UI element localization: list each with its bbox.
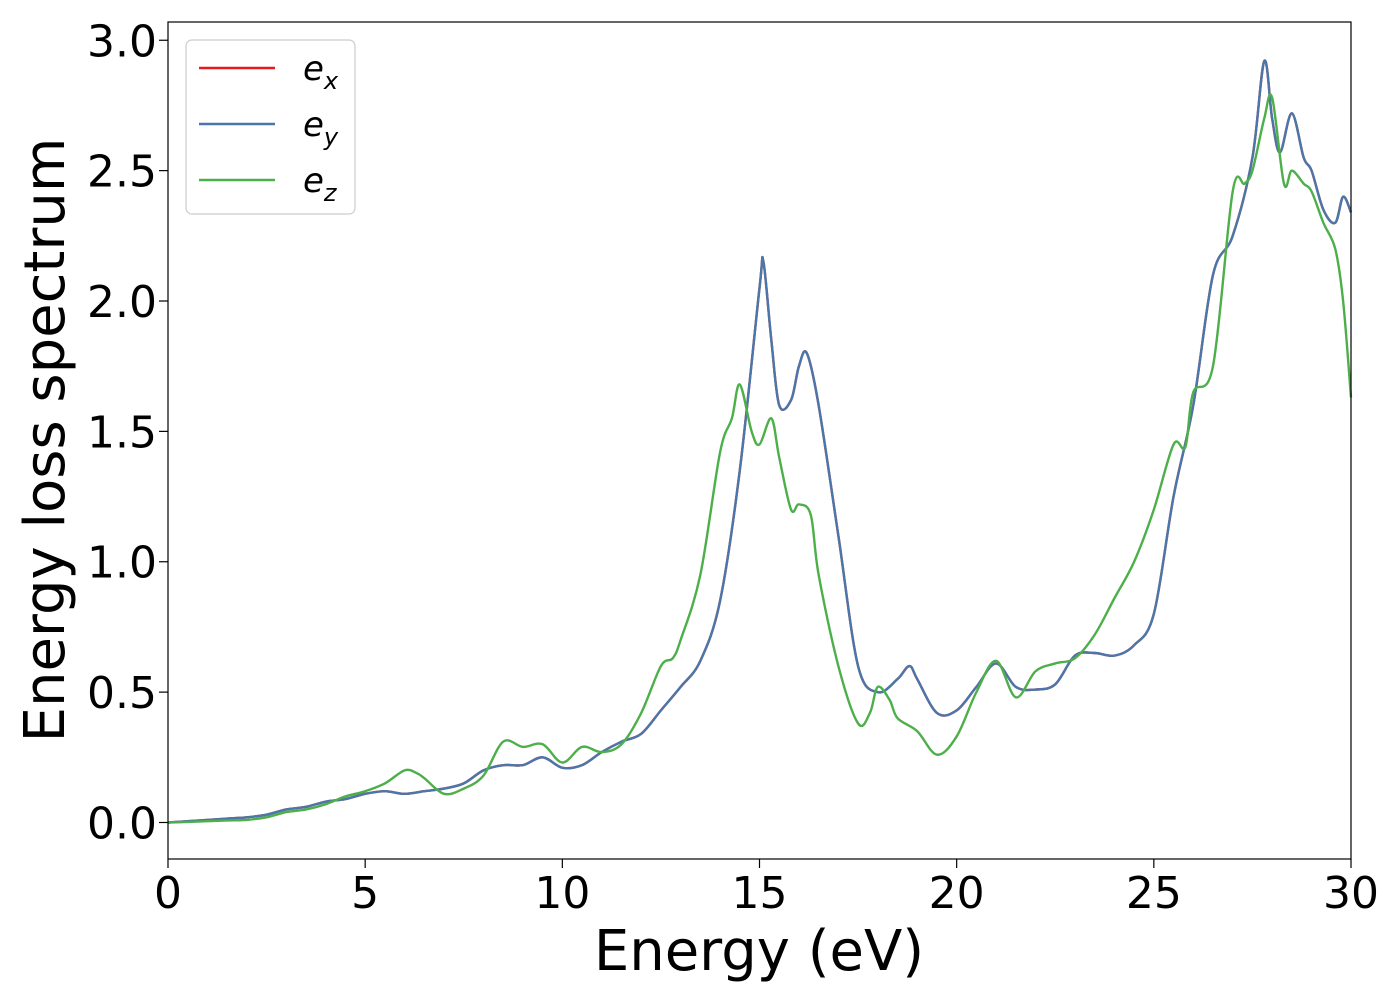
y-tick-label: 1.0 [87,538,157,589]
legend-box [185,39,356,215]
legend-label-y: ey [303,105,339,151]
y-tick-label: 3.0 [87,16,157,67]
y-tick-label: 1.5 [87,407,157,458]
plot-background [168,22,1351,859]
x-tick-label: 10 [534,868,590,919]
y-axis-label: Energy loss spectrum [13,138,78,743]
series-line-z [167,93,1353,824]
y-tick-label: 2.0 [87,277,157,328]
y-tick-label: 0.0 [87,798,157,849]
x-axis-label: Energy (eV) [594,919,924,984]
y-axis-ticks: 0.0 0.5 1.0 1.5 2.0 2.5 3.0 [87,16,168,849]
legend-label-x: ex [303,49,339,95]
x-tick-label: 15 [732,868,788,919]
series-line-y [167,59,1353,824]
x-tick-label: 0 [154,868,182,919]
x-tick-label: 5 [351,868,379,919]
x-tick-label: 30 [1323,868,1379,919]
legend-label-z: ez [303,161,338,207]
y-tick-label: 0.5 [87,668,157,719]
legend: ex ey ez [185,39,356,215]
y-tick-label: 2.5 [87,147,157,198]
x-tick-label: 20 [929,868,985,919]
x-tick-label: 25 [1126,868,1182,919]
x-axis-ticks: 0 5 10 15 20 25 30 [154,859,1379,919]
series-lines [167,59,1353,824]
